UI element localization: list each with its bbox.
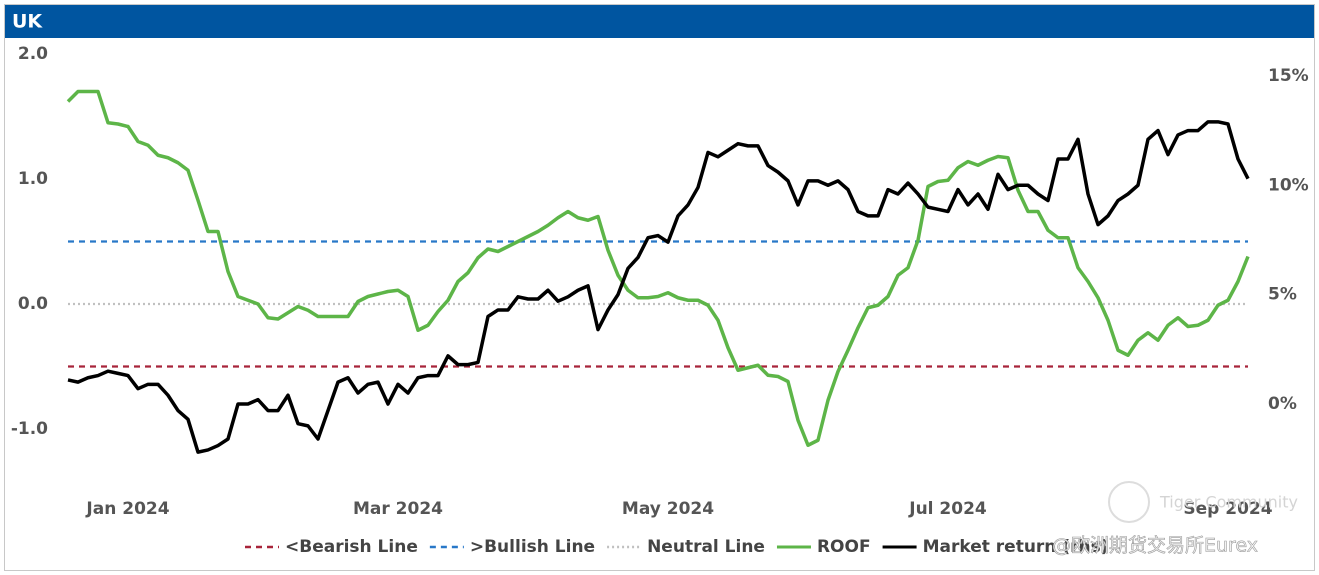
y-tick-label: -1.0 xyxy=(11,419,48,439)
y2-tick-label: 15% xyxy=(1268,66,1309,86)
legend-label: >Bullish Line xyxy=(470,537,595,557)
watermark: Tiger Community xyxy=(1159,493,1298,512)
y-tick-label: 2.0 xyxy=(18,44,48,64)
series-line xyxy=(67,120,1250,454)
panel-border xyxy=(4,4,1315,571)
chart-title: UK xyxy=(12,11,43,33)
x-tick-label: May 2024 xyxy=(622,499,714,519)
legend-label: Neutral Line xyxy=(647,537,765,557)
header-bar xyxy=(5,5,1314,38)
series-line xyxy=(66,89,1250,447)
y2-tick-label: 5% xyxy=(1268,285,1297,305)
legend-label: <Bearish Line xyxy=(285,537,418,557)
y2-tick-label: 0% xyxy=(1268,394,1297,414)
x-tick-label: Mar 2024 xyxy=(353,499,443,519)
legend-label: ROOF xyxy=(817,537,871,557)
x-tick-label: Jul 2024 xyxy=(908,499,987,519)
watermark-logo xyxy=(1108,481,1150,523)
legend-label: Market return (rhs) xyxy=(923,537,1109,557)
y-tick-label: 0.0 xyxy=(18,294,48,314)
x-tick-label: Jan 2024 xyxy=(85,499,169,519)
y-tick-label: 1.0 xyxy=(18,169,48,189)
y2-tick-label: 10% xyxy=(1268,175,1309,195)
watermark: @欧洲期货交易所Eurex xyxy=(1052,535,1258,557)
x-tick-label: Sep 2024 xyxy=(1183,499,1272,519)
